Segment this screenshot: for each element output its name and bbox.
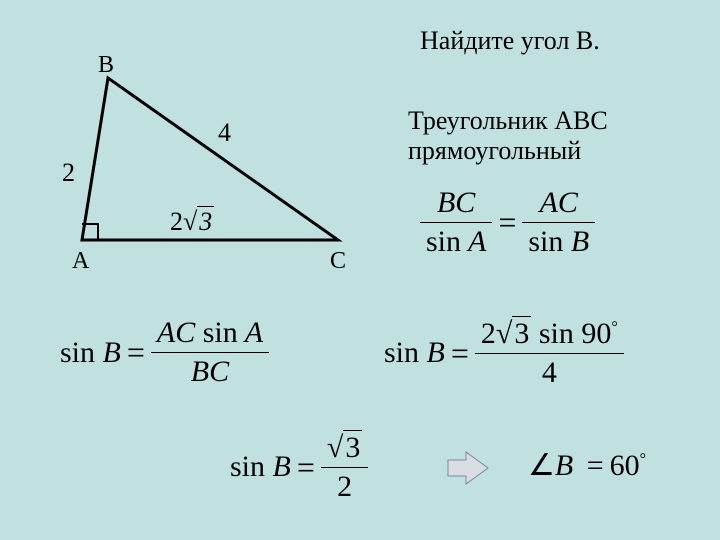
val-lhs-func: sin	[230, 450, 265, 483]
num-angle: 90	[581, 317, 611, 350]
expr-lhs-func: sin	[60, 336, 95, 369]
num-lhs-arg: B	[427, 336, 445, 369]
los-right-den-func: sin	[528, 225, 563, 258]
expr-num-func: sin	[203, 316, 238, 349]
side-ac-label: 2√3	[170, 206, 214, 237]
side-ab-label: 2	[62, 158, 75, 188]
num-lhs-func: sin	[384, 336, 419, 369]
los-right-num: AC	[522, 186, 595, 223]
statement-line-1: Треугольник АВС	[408, 106, 608, 136]
num-coef: 2	[481, 317, 496, 350]
los-left-den-func: sin	[426, 225, 461, 258]
vertex-c-label: C	[330, 248, 346, 275]
statement-line-2: прямоугольный	[408, 136, 581, 166]
triangle-diagram	[0, 0, 380, 300]
val-rad: 3	[343, 430, 362, 465]
side-bc-label: 4	[218, 118, 231, 148]
expr-den: BC	[151, 353, 269, 389]
title: Найдите угол В.	[420, 26, 600, 56]
vertex-b-label: B	[98, 52, 114, 79]
side-ac-rad: 3	[197, 206, 214, 237]
answer: ∠B =60°	[528, 448, 646, 483]
answer-value: 60	[610, 449, 640, 482]
los-right-den-arg: B	[571, 225, 589, 258]
sinb-numeric: sin B = 2√3 sin 90° 4	[384, 316, 624, 390]
expr-lhs-arg: B	[103, 336, 121, 369]
num-func: sin	[539, 317, 574, 350]
sinb-expression: sin B = AC sin A BC	[60, 316, 269, 389]
law-of-sines: BC sin A = AC sin B	[420, 186, 595, 259]
expr-num-a: AC	[157, 316, 195, 349]
side-ac-coef: 2	[170, 207, 183, 236]
val-den: 2	[321, 468, 368, 504]
expr-num-b: A	[245, 316, 263, 349]
los-left-num: BC	[420, 186, 492, 223]
los-left-den-arg: A	[468, 225, 486, 258]
vertex-a-label: A	[72, 248, 89, 275]
val-lhs-arg: B	[273, 450, 291, 483]
num-den: 4	[475, 354, 624, 390]
answer-var: B	[555, 449, 573, 482]
answer-angle-sym: ∠	[528, 449, 555, 482]
num-rad: 3	[512, 316, 531, 351]
arrow-right-icon	[444, 448, 492, 488]
sinb-value: sin B = √3 2	[230, 430, 368, 504]
